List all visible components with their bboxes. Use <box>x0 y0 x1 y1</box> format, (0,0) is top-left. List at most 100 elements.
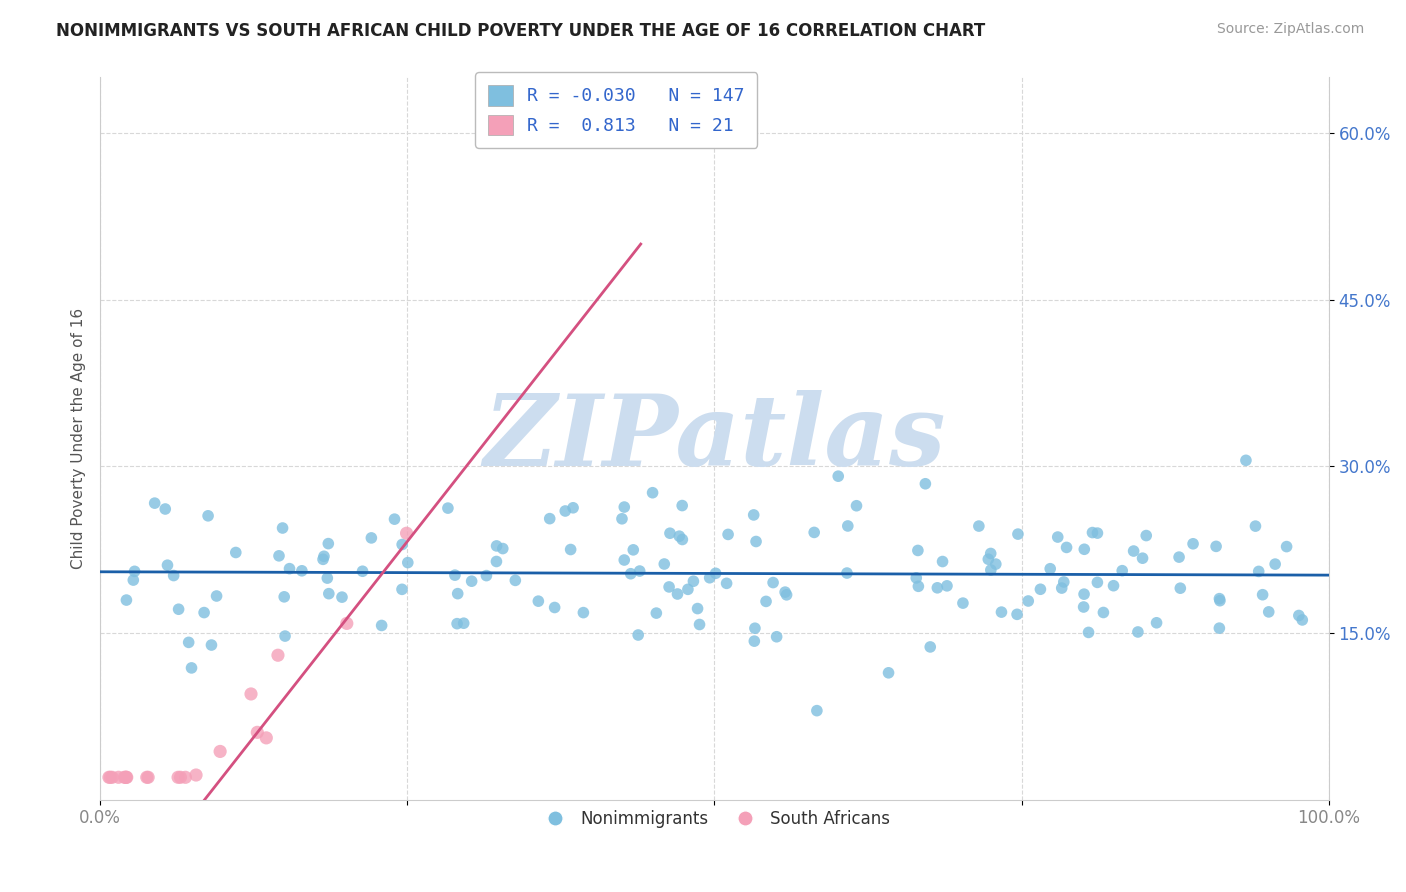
Point <box>689 617 711 632</box>
Point <box>200 638 222 652</box>
Point <box>717 527 740 541</box>
Point <box>668 529 690 543</box>
Point <box>762 575 785 590</box>
Point <box>610 512 633 526</box>
Point <box>803 525 825 540</box>
Point <box>658 580 681 594</box>
Point <box>312 549 335 564</box>
Point <box>1050 581 1073 595</box>
Point <box>538 511 561 525</box>
Point <box>447 587 470 601</box>
Point <box>318 536 340 550</box>
Point <box>671 533 693 547</box>
Point <box>453 616 475 631</box>
Point <box>980 563 1002 577</box>
Point <box>1247 565 1270 579</box>
Point <box>167 770 190 784</box>
Point <box>122 573 145 587</box>
Point <box>437 501 460 516</box>
Point <box>765 630 787 644</box>
Point <box>384 512 406 526</box>
Point <box>1073 599 1095 614</box>
Point <box>225 545 247 559</box>
Point <box>659 526 682 541</box>
Point <box>620 566 643 581</box>
Point <box>180 661 202 675</box>
Point <box>744 621 766 635</box>
Point <box>1005 607 1028 622</box>
Point <box>1087 575 1109 590</box>
Point <box>1122 544 1144 558</box>
Point <box>1056 541 1078 555</box>
Point <box>560 542 582 557</box>
Point <box>391 582 413 597</box>
Point <box>742 508 765 522</box>
Point <box>744 634 766 648</box>
Point <box>273 590 295 604</box>
Point <box>205 589 228 603</box>
Point <box>905 571 928 585</box>
Point <box>699 571 721 585</box>
Point <box>1168 550 1191 565</box>
Point <box>914 476 936 491</box>
Point <box>98 770 121 784</box>
Point <box>1251 588 1274 602</box>
Point <box>391 537 413 551</box>
Point <box>572 606 595 620</box>
Point <box>1039 562 1062 576</box>
Point <box>1275 540 1298 554</box>
Point <box>352 564 374 578</box>
Point <box>1081 525 1104 540</box>
Point <box>745 534 768 549</box>
Point <box>1077 625 1099 640</box>
Point <box>775 588 797 602</box>
Point <box>755 594 778 608</box>
Point <box>977 552 1000 566</box>
Point <box>267 648 290 663</box>
Point <box>837 519 859 533</box>
Point <box>184 768 207 782</box>
Point <box>336 616 359 631</box>
Point <box>396 556 419 570</box>
Point <box>143 496 166 510</box>
Point <box>1102 579 1125 593</box>
Point <box>177 635 200 649</box>
Point <box>167 602 190 616</box>
Point <box>1046 530 1069 544</box>
Point <box>115 593 138 607</box>
Point <box>136 770 159 784</box>
Point <box>716 576 738 591</box>
Point <box>554 504 576 518</box>
Point <box>1182 537 1205 551</box>
Point <box>312 552 335 566</box>
Point <box>446 616 468 631</box>
Point <box>1234 453 1257 467</box>
Point <box>115 770 138 784</box>
Point <box>645 606 668 620</box>
Point <box>1264 557 1286 571</box>
Point <box>671 499 693 513</box>
Point <box>806 704 828 718</box>
Point <box>274 629 297 643</box>
Point <box>155 502 177 516</box>
Point <box>613 553 636 567</box>
Point <box>193 606 215 620</box>
Point <box>101 770 124 784</box>
Point <box>1209 593 1232 607</box>
Point <box>907 579 929 593</box>
Point <box>254 731 277 745</box>
Point <box>845 499 868 513</box>
Point <box>169 770 191 784</box>
Point <box>1208 591 1230 606</box>
Text: Source: ZipAtlas.com: Source: ZipAtlas.com <box>1216 22 1364 37</box>
Point <box>1092 606 1115 620</box>
Point <box>527 594 550 608</box>
Point <box>1029 582 1052 597</box>
Point <box>395 526 418 541</box>
Text: ZIPatlas: ZIPatlas <box>484 390 946 487</box>
Point <box>652 557 675 571</box>
Point <box>613 500 636 514</box>
Point <box>318 587 340 601</box>
Point <box>1288 608 1310 623</box>
Legend: Nonimmigrants, South Africans: Nonimmigrants, South Africans <box>531 803 897 835</box>
